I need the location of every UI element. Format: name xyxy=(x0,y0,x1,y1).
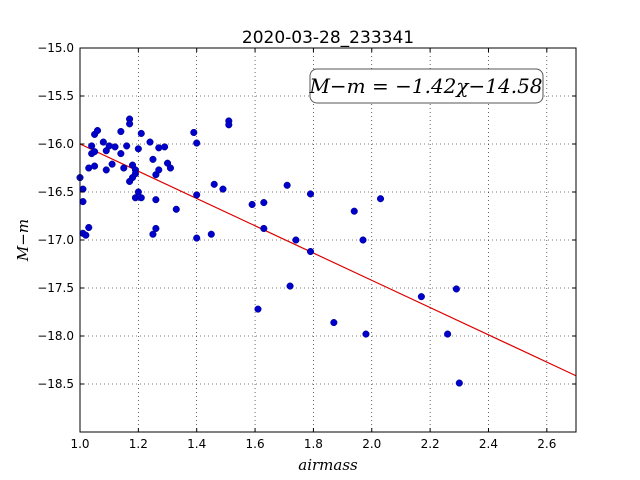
data-point xyxy=(137,129,145,137)
y-tick-label: −15.5 xyxy=(37,89,74,103)
data-point xyxy=(93,127,102,135)
data-point xyxy=(330,319,338,327)
y-tick-label: −18.5 xyxy=(37,377,74,391)
data-point xyxy=(155,166,163,174)
x-tick-label: 2.0 xyxy=(362,437,381,451)
x-tick-label: 1.0 xyxy=(70,437,89,451)
data-point xyxy=(254,305,262,313)
x-tick-label: 1.8 xyxy=(304,437,323,451)
y-tick-label: −18.0 xyxy=(37,329,74,343)
data-point xyxy=(225,121,233,129)
data-point xyxy=(260,224,268,233)
data-point xyxy=(88,142,96,150)
data-point xyxy=(417,293,425,301)
fit-line xyxy=(79,143,577,377)
data-point xyxy=(452,285,460,293)
data-point xyxy=(362,330,370,338)
data-point xyxy=(376,195,385,203)
y-tick-label: −17.5 xyxy=(37,281,74,295)
y-tick-label: −16.5 xyxy=(37,185,74,199)
data-point xyxy=(79,198,87,206)
data-point xyxy=(152,196,160,204)
data-point xyxy=(155,144,163,152)
data-point xyxy=(166,164,174,172)
data-point xyxy=(248,200,256,209)
data-point xyxy=(102,166,110,174)
data-point xyxy=(79,185,87,193)
data-point xyxy=(126,120,134,128)
data-point xyxy=(117,127,125,136)
data-point xyxy=(91,162,99,170)
x-tick-label: 2.4 xyxy=(479,437,498,451)
x-tick-label: 1.2 xyxy=(129,437,148,451)
data-point xyxy=(219,185,227,193)
data-point xyxy=(134,145,142,153)
data-point xyxy=(207,230,215,238)
data-point xyxy=(455,379,463,387)
data-point xyxy=(190,128,198,137)
data-point xyxy=(131,170,139,178)
axis-ticks: 1.0 1.2 1.4 1.6 1.8 2.0 2.2 2.4 2.6 −15.0 −15.5 −16… xyxy=(37,41,576,451)
data-point xyxy=(117,150,125,158)
data-point xyxy=(350,207,358,215)
data-point xyxy=(149,230,157,238)
data-point xyxy=(161,143,169,151)
data-point xyxy=(292,236,300,244)
fit-annotation: M−m = −1.42χ−14.58 xyxy=(308,68,544,104)
grid-lines xyxy=(79,47,576,432)
data-point xyxy=(149,155,157,163)
data-point xyxy=(359,236,367,244)
chart-title: 2020-03-28_233341 xyxy=(242,28,414,48)
y-tick-label: −17.0 xyxy=(37,233,74,247)
y-axis-label: M−m xyxy=(14,219,32,262)
data-point xyxy=(283,181,291,189)
data-point xyxy=(172,205,180,213)
fit-line-layer xyxy=(79,143,577,377)
y-tick-label: −15.0 xyxy=(37,41,74,55)
data-point xyxy=(210,180,218,188)
data-points xyxy=(76,115,463,387)
data-point xyxy=(85,223,93,232)
data-point xyxy=(193,139,201,147)
x-tick-label: 2.6 xyxy=(537,437,556,451)
data-point xyxy=(108,160,116,168)
data-point xyxy=(91,148,99,156)
x-axis-label: airmass xyxy=(298,456,358,474)
data-point xyxy=(82,231,90,239)
data-point xyxy=(286,282,294,290)
data-point xyxy=(260,199,268,207)
data-point xyxy=(134,188,142,196)
y-tick-label: −16.0 xyxy=(37,137,74,151)
data-point xyxy=(120,164,128,172)
data-point xyxy=(111,143,119,151)
x-tick-label: 1.6 xyxy=(246,437,265,451)
data-point xyxy=(123,142,131,150)
data-point xyxy=(193,234,201,242)
data-point xyxy=(105,142,113,150)
data-point xyxy=(152,224,160,233)
data-point xyxy=(444,330,452,338)
data-point xyxy=(306,190,315,198)
annotation-box xyxy=(309,68,544,104)
data-point xyxy=(137,194,145,202)
data-point xyxy=(193,191,201,199)
data-point xyxy=(306,247,315,256)
data-point xyxy=(146,138,154,146)
data-point xyxy=(99,138,107,146)
x-tick-label: 2.2 xyxy=(421,437,440,451)
x-tick-label: 1.4 xyxy=(187,437,206,451)
annotation-text: M−m = −1.42χ−14.58 xyxy=(308,74,542,98)
